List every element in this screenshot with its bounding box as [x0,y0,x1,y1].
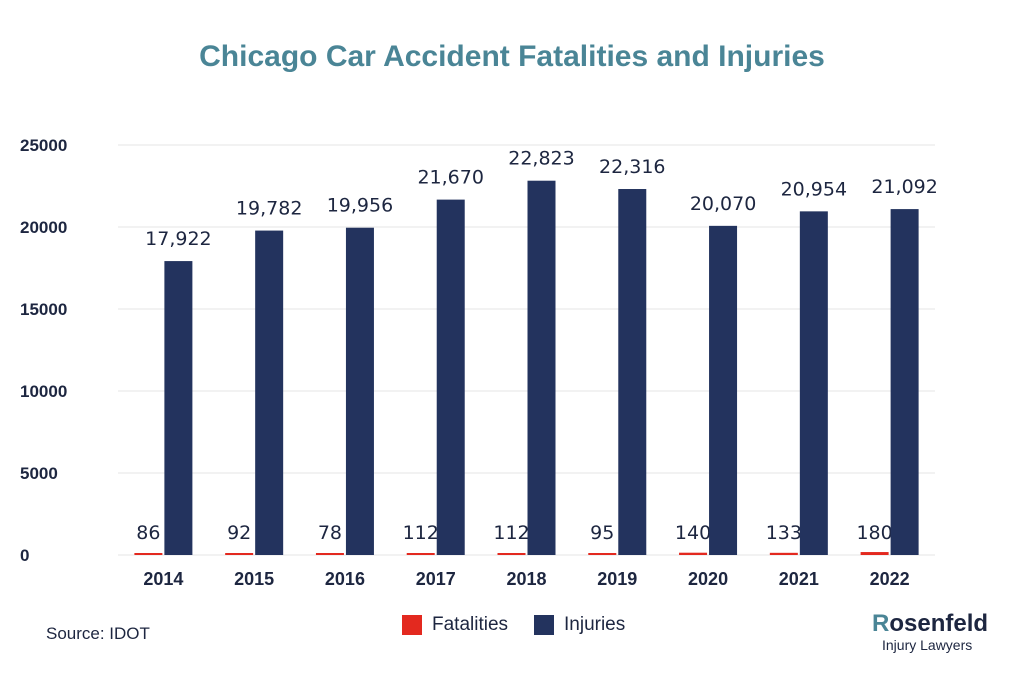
bar-fatalities [134,553,163,555]
bar-fatalities [497,553,526,555]
bar-fatalities [679,552,708,555]
chart-plot: 25000 20000 15000 10000 5000 0 2014 86 17,922 201… [20,136,938,589]
y-tick-label: 25000 [20,136,67,155]
x-tick-label: 2016 [325,569,365,589]
data-label-fatalities: 112 [403,522,439,544]
bar-injuries [345,227,374,555]
brand-initial: R [872,610,890,637]
data-label-fatalities: 112 [493,522,529,544]
bar-fatalities [225,553,254,555]
y-tick-label: 5000 [20,464,58,483]
data-label-fatalities: 95 [590,522,614,544]
bar-injuries [436,199,465,555]
legend-fatalities: Fatalities [402,614,508,636]
x-tick-label: 2019 [597,569,637,589]
data-label-fatalities: 78 [318,522,342,544]
bar-injuries [527,180,556,555]
data-label-fatalities: 92 [227,522,251,544]
x-tick-label: 2015 [234,569,274,589]
data-label-injuries: 20,954 [781,178,847,200]
data-label-injuries: 17,922 [145,228,211,250]
legend-label-fatalities: Fatalities [432,614,509,635]
data-label-injuries: 21,670 [417,167,483,189]
x-tick-label: 2014 [143,569,183,589]
data-label-injuries: 21,092 [871,176,937,198]
legend-injuries: Injuries [534,614,625,636]
bar-fatalities [406,553,435,555]
data-label-injuries: 22,823 [508,148,574,170]
bar-injuries [255,230,284,555]
data-label-fatalities: 140 [675,522,711,544]
legend-swatch-injuries [534,615,554,635]
data-label-fatalities: 86 [136,522,160,544]
bar-fatalities [588,553,617,555]
data-label-fatalities: 133 [766,522,802,544]
bar-injuries [618,189,647,556]
x-tick-label: 2018 [506,569,546,589]
data-label-injuries: 22,316 [599,156,665,178]
brand-subtitle: Injury Lawyers [882,637,973,653]
legend-label-injuries: Injuries [564,614,626,635]
x-tick-label: 2021 [779,569,819,589]
bar-fatalities [860,552,889,555]
x-tick-label: 2020 [688,569,728,589]
y-tick-label: 10000 [20,382,67,401]
bar-fatalities [769,552,798,555]
bar-injuries [890,209,919,556]
source-note: Source: IDOT [46,624,150,643]
y-tick-label: 20000 [20,218,67,237]
x-tick-label: 2017 [416,569,456,589]
data-label-injuries: 19,956 [327,195,393,217]
y-tick-label: 15000 [20,300,67,319]
y-tick-label: 0 [20,546,29,565]
bar-injuries [709,225,738,556]
chart-title: Chicago Car Accident Fatalities and Inju… [199,40,825,73]
bar-injuries [799,211,828,555]
data-label-injuries: 19,782 [236,198,302,220]
x-tick-label: 2022 [870,569,910,589]
bar-fatalities [315,553,344,555]
data-label-fatalities: 180 [856,522,892,544]
legend-swatch-fatalities [402,615,422,635]
brand-name-rest: osenfeld [889,610,989,637]
data-label-injuries: 20,070 [690,193,756,215]
bar-injuries [164,261,193,555]
